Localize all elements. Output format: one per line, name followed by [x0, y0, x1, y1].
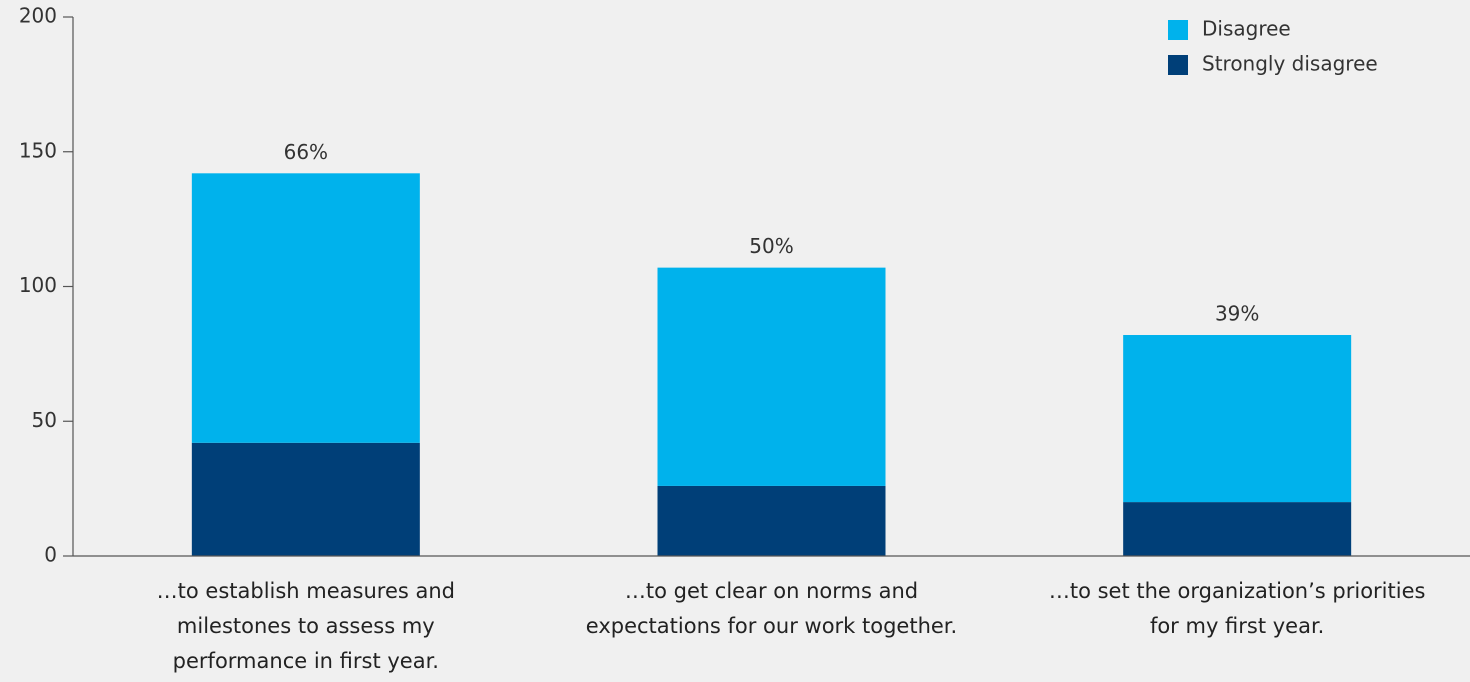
total-label: 66% — [284, 140, 328, 164]
total-label: 50% — [749, 234, 793, 258]
legend-label: Strongly disagree — [1202, 52, 1378, 76]
y-tick-label: 50 — [32, 408, 57, 432]
bar-segment — [1123, 335, 1352, 503]
y-tick-label: 0 — [44, 543, 57, 567]
x-tick-label: …to get clear on norms and expectations … — [585, 579, 958, 638]
bar-segment — [191, 442, 420, 556]
y-tick-label: 100 — [19, 273, 57, 297]
bar-segment — [191, 173, 420, 443]
y-tick-label: 150 — [19, 138, 57, 162]
legend-swatch — [1168, 20, 1188, 40]
total-label: 39% — [1215, 302, 1259, 326]
legend-label: Disagree — [1202, 17, 1291, 41]
legend-swatch — [1168, 55, 1188, 75]
x-tick-label: …to establish measures and milestones to… — [156, 579, 455, 673]
bar-segment — [657, 267, 886, 486]
bar-segment — [1123, 502, 1352, 556]
x-tick-label: …to set the organization’s priorities fo… — [1048, 579, 1426, 638]
bar-segment — [657, 485, 886, 556]
y-tick-label: 200 — [19, 4, 57, 28]
